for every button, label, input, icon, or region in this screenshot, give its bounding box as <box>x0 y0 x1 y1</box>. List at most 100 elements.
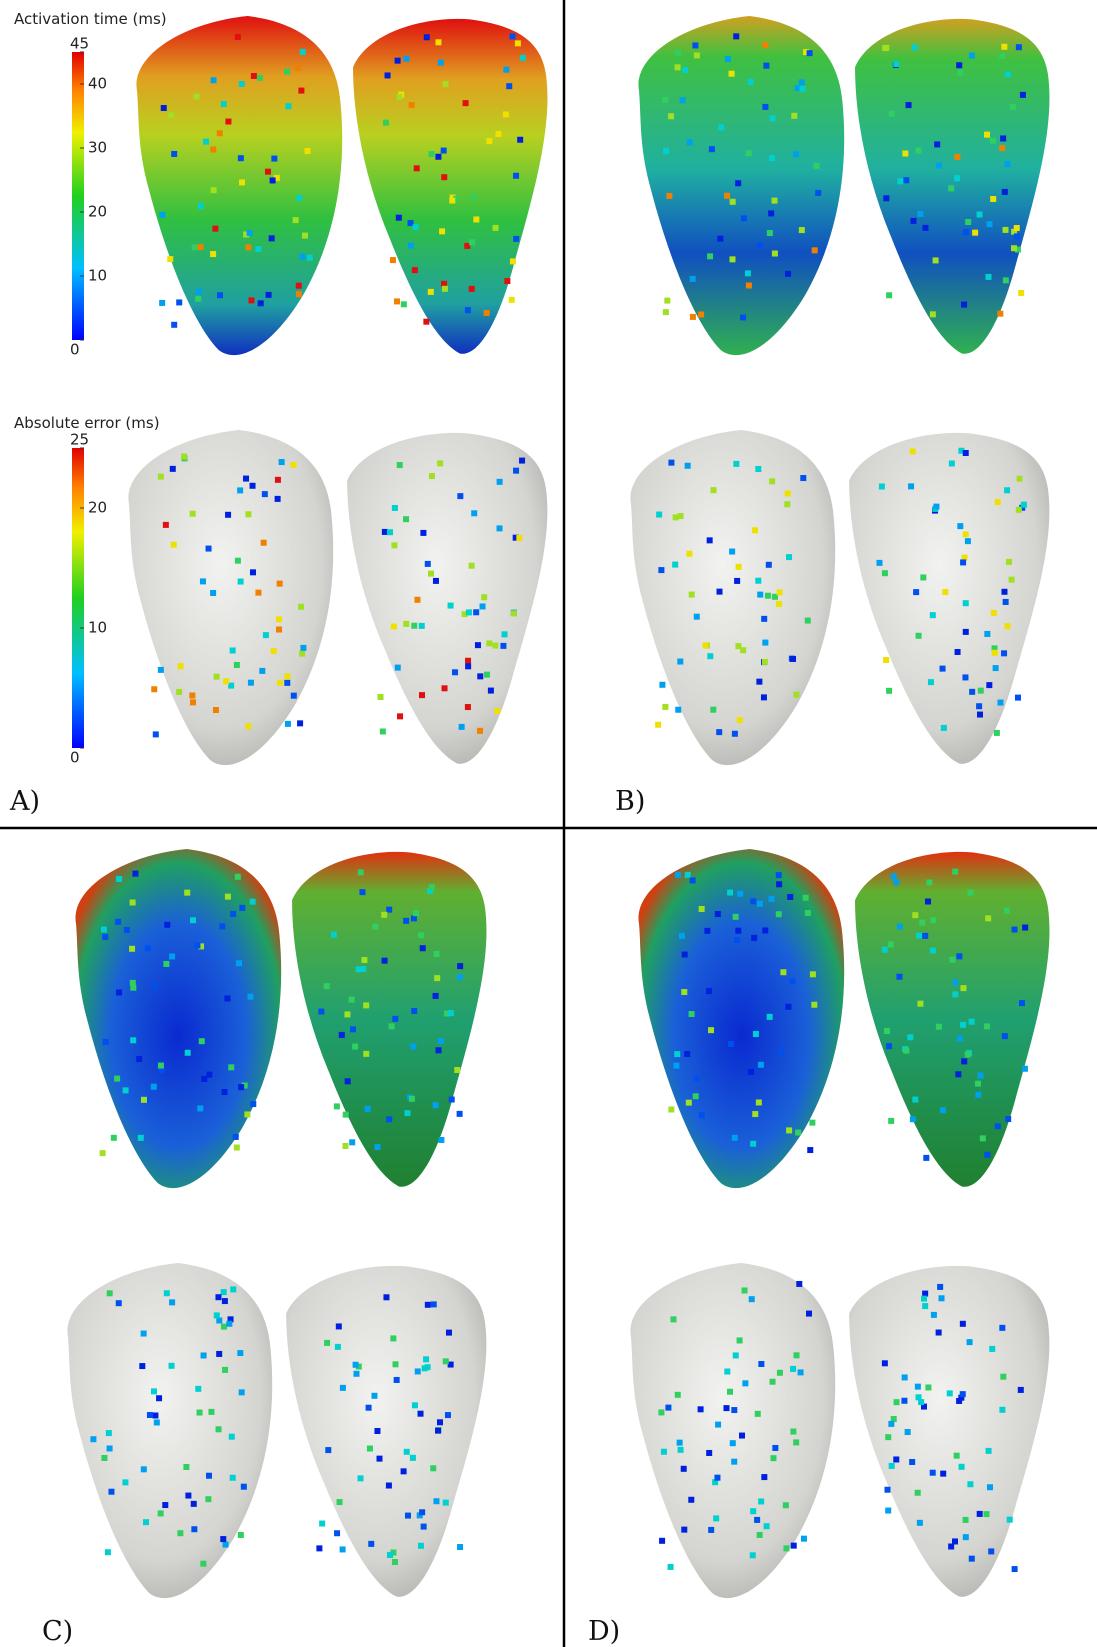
sample-point <box>270 177 276 183</box>
panel-label: B) <box>615 786 645 817</box>
sample-point <box>423 319 429 325</box>
sample-point <box>706 988 712 994</box>
sample-point <box>255 590 261 596</box>
sample-point <box>677 1440 683 1446</box>
sample-point <box>403 516 409 522</box>
sample-point <box>284 69 290 75</box>
sample-point <box>937 1284 943 1290</box>
sample-point <box>221 1289 227 1295</box>
sample-point <box>921 1296 927 1302</box>
sample-point <box>755 466 761 472</box>
sample-point <box>124 927 130 933</box>
sample-point <box>912 912 918 918</box>
sample-point <box>886 1043 892 1049</box>
sample-point <box>158 667 164 673</box>
sample-point <box>519 458 525 464</box>
sample-point <box>1005 71 1011 77</box>
sample-point <box>785 1004 791 1010</box>
sample-point <box>439 228 445 234</box>
sample-point <box>199 1038 205 1044</box>
heart-surface <box>353 19 547 354</box>
sample-point <box>784 501 790 507</box>
sample-point <box>997 700 1003 706</box>
sample-point <box>419 692 425 698</box>
sample-point <box>217 292 223 298</box>
sample-point <box>177 1530 183 1536</box>
sample-point <box>681 1466 687 1472</box>
sample-point <box>934 141 940 147</box>
sample-point <box>245 511 251 517</box>
sample-point <box>770 1379 776 1385</box>
sample-point <box>235 874 241 880</box>
sample-point <box>366 1405 372 1411</box>
sample-point <box>767 230 773 236</box>
sample-point <box>1017 476 1023 482</box>
sample-point <box>965 1052 971 1058</box>
sample-point <box>659 1538 665 1544</box>
sample-point <box>933 504 939 510</box>
sample-point <box>239 905 245 911</box>
heart-surface <box>286 1266 486 1597</box>
sample-point <box>305 148 311 154</box>
sample-point <box>158 474 164 480</box>
sample-point <box>389 1023 395 1029</box>
sample-point <box>197 1105 203 1111</box>
sample-point <box>516 535 522 541</box>
sample-point <box>708 1527 714 1533</box>
sample-point <box>761 694 767 700</box>
sample-point <box>261 540 267 546</box>
page: A) B) C) D) Activation time (ms)01020304… <box>0 0 1097 1647</box>
sample-point <box>758 1498 764 1504</box>
heart-surface <box>855 852 1049 1187</box>
colorbar-tick-label: 30 <box>88 139 107 157</box>
sample-point <box>919 920 925 926</box>
sample-point <box>392 1016 398 1022</box>
sample-point <box>662 704 668 710</box>
sample-point <box>668 460 674 466</box>
heart-surface <box>67 1263 272 1598</box>
sample-point <box>390 1335 396 1341</box>
sample-point <box>411 1008 417 1014</box>
sample-point <box>751 935 757 941</box>
sample-point <box>194 94 200 100</box>
sample-point <box>115 919 121 925</box>
sample-point <box>965 219 971 225</box>
sample-point <box>930 917 936 923</box>
sample-point <box>675 1392 681 1398</box>
sample-point <box>950 957 956 963</box>
sample-point <box>116 876 122 882</box>
sample-point <box>178 663 184 669</box>
sample-point <box>435 39 441 45</box>
sample-point <box>497 479 503 485</box>
sample-point <box>673 1063 679 1069</box>
sample-point <box>952 1538 958 1544</box>
sample-point <box>452 669 458 675</box>
sample-point <box>790 978 796 984</box>
sample-point <box>768 896 774 902</box>
sample-point <box>217 130 223 136</box>
sample-point <box>1006 559 1012 565</box>
sample-point <box>206 1072 212 1078</box>
sample-point <box>471 194 477 200</box>
sample-point <box>136 1056 142 1062</box>
sample-point <box>883 195 889 201</box>
sample-point <box>382 958 388 964</box>
sample-point <box>210 590 216 596</box>
sample-point <box>405 1513 411 1519</box>
sample-point <box>806 1311 812 1317</box>
sample-point <box>728 1041 734 1047</box>
sample-point <box>375 1144 381 1150</box>
sample-point <box>185 1493 191 1499</box>
sample-point <box>923 1155 929 1161</box>
sample-point <box>963 1517 969 1523</box>
sample-point <box>372 924 378 930</box>
sample-point <box>673 514 679 520</box>
sample-point <box>948 185 954 191</box>
sample-point <box>686 1100 692 1106</box>
sample-point <box>668 1106 674 1112</box>
sample-point <box>221 1089 227 1095</box>
sample-point <box>290 462 296 468</box>
sample-point <box>153 731 159 737</box>
sample-point <box>690 276 696 282</box>
sample-point <box>967 1339 973 1345</box>
